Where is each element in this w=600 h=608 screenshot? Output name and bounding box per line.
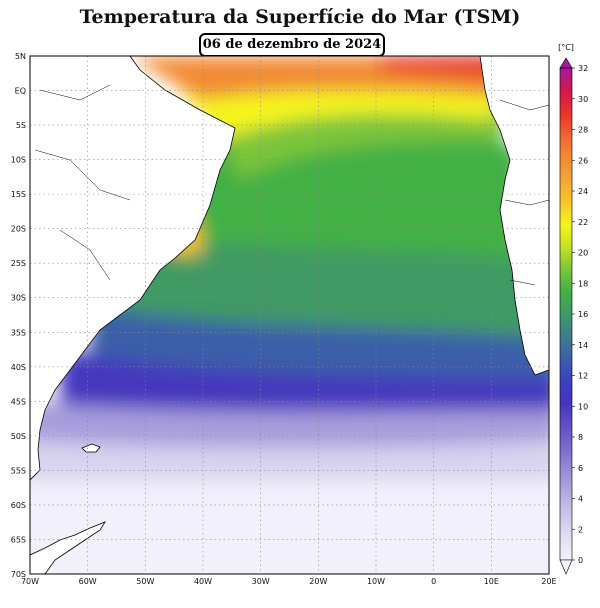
temperature-field xyxy=(30,56,549,574)
lat-label: 45S xyxy=(11,397,26,406)
colorbar-tick-label: 10 xyxy=(578,402,588,411)
lat-label: EQ xyxy=(15,87,26,96)
colorbar-tick-label: 4 xyxy=(578,495,583,504)
longitude-labels: 70W 60W 50W 40W 30W 20W 10W 0 10E 20E xyxy=(21,577,557,586)
colorbar-tick-label: 24 xyxy=(578,187,588,196)
antarctic-peninsula xyxy=(30,521,106,574)
lat-label: 5S xyxy=(16,121,26,130)
colorbar-tick-label: 6 xyxy=(578,464,583,473)
colorbar-tick-label: 28 xyxy=(578,126,588,135)
country-borders xyxy=(34,84,549,286)
lon-label: 10E xyxy=(484,577,499,586)
africa-landmass xyxy=(479,56,549,376)
latitude-labels: 5N EQ 5S 10S 15S 20S 25S 30S 35S 40S 45S 50S 55S 60S 6… xyxy=(11,52,26,579)
lat-label: 25S xyxy=(11,259,26,268)
colorbar-unit: [°C] xyxy=(558,43,574,52)
lat-label: 70S xyxy=(11,570,26,579)
colorbar-tick-label: 2 xyxy=(578,525,583,534)
lon-label: 30W xyxy=(252,577,270,586)
lon-label: 0 xyxy=(431,577,436,586)
lat-label: 5N xyxy=(15,52,26,61)
lat-label: 30S xyxy=(11,294,26,303)
lon-label: 50W xyxy=(136,577,154,586)
colorbar-tick-label: 8 xyxy=(578,433,583,442)
colorbar-min-arrow xyxy=(559,559,573,575)
colorbar-tick-label: 14 xyxy=(578,341,588,350)
map-frame xyxy=(29,55,550,575)
lat-label: 55S xyxy=(11,466,26,475)
page-title: Temperatura da Superfície do Mar (TSM) xyxy=(79,6,521,28)
colorbar-tick-label: 26 xyxy=(578,156,588,165)
lon-label: 10W xyxy=(367,577,385,586)
colorbar-tick-label: 20 xyxy=(578,249,588,258)
lat-label: 50S xyxy=(11,432,26,441)
colorbar-bar xyxy=(559,67,573,561)
colorbar-tick-label: 32 xyxy=(578,64,588,73)
lat-label: 15S xyxy=(11,190,26,199)
colorbar-tick-label: 18 xyxy=(578,279,588,288)
lat-label: 35S xyxy=(11,328,26,337)
south-america-landmass xyxy=(30,56,236,481)
falkland-islands xyxy=(81,443,101,453)
lon-label: 20E xyxy=(541,577,556,586)
colorbar-tick-label: 16 xyxy=(578,310,588,319)
lon-label: 20W xyxy=(309,577,327,586)
colorbar-tick-label: 0 xyxy=(578,556,583,565)
lat-label: 10S xyxy=(11,156,26,165)
colorbar-tick-label: 22 xyxy=(578,218,588,227)
lat-label: 60S xyxy=(11,501,26,510)
colorbar-max-arrow xyxy=(559,57,573,69)
map-gridlines xyxy=(30,56,549,574)
lat-label: 40S xyxy=(11,363,26,372)
lat-label: 20S xyxy=(11,225,26,234)
lon-label: 70W xyxy=(21,577,39,586)
colorbar-tick-label: 12 xyxy=(578,372,588,381)
lon-label: 60W xyxy=(79,577,97,586)
lat-label: 65S xyxy=(11,535,26,544)
colorbar-tick-label: 30 xyxy=(578,95,588,104)
lon-label: 40W xyxy=(194,577,212,586)
